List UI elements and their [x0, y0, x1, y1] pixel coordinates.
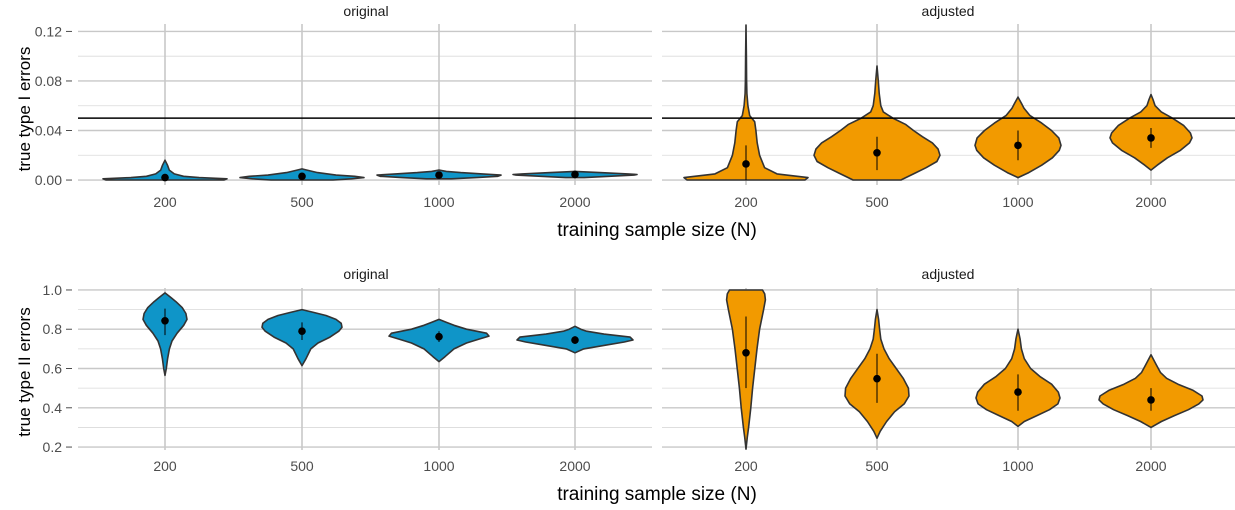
x-tick-label: 200 — [734, 458, 758, 474]
violin-200 — [683, 24, 809, 181]
bottom-original-facet: 0.2 0.4 0.6 0.8 1.0 200 500 1000 2000 — [43, 282, 652, 474]
top-left-strip-title: original — [343, 3, 388, 19]
top-original-facet: 0.00 0.04 0.08 0.12 200 500 1000 2000 — [35, 23, 652, 210]
y-tick-label: 0.4 — [43, 400, 63, 416]
mean-point-200 — [161, 316, 169, 325]
x-tick-label: 2000 — [1135, 458, 1166, 474]
x-tick-label: 200 — [734, 194, 758, 210]
y-tick-label: 0.04 — [35, 123, 62, 139]
y-tick-label: 0.2 — [43, 439, 63, 455]
x-tick-label: 500 — [865, 194, 889, 210]
violin-500 — [813, 65, 941, 181]
bottom-left-strip-title: original — [343, 266, 388, 282]
top-right-strip-title: adjusted — [922, 3, 975, 19]
mean-point-200 — [742, 160, 750, 168]
bottom-right-strip-title: adjusted — [922, 266, 975, 282]
mean-point-500 — [298, 327, 306, 336]
x-tick-label: 2000 — [559, 458, 590, 474]
bottom-panel: 0.2 0.4 0.6 0.8 1.0 200 500 1000 2000 200 500 1000… — [43, 282, 1235, 474]
mean-point-1000 — [1014, 141, 1022, 150]
mean-point-2000 — [1147, 396, 1155, 404]
mean-point-200 — [742, 349, 750, 357]
top-adjusted-facet: 200 500 1000 2000 — [662, 24, 1235, 210]
x-tick-label: 500 — [865, 458, 889, 474]
y-tick-label: 1.0 — [43, 282, 63, 298]
bottom-adjusted-facet: 200 500 1000 2000 — [662, 288, 1235, 474]
top-y-axis-label: true type I errors — [15, 47, 34, 172]
x-tick-label: 2000 — [1135, 194, 1166, 210]
x-tick-label: 1000 — [423, 194, 454, 210]
violin-200 — [102, 159, 228, 181]
y-tick-label: 0.6 — [43, 361, 63, 377]
mean-point-500 — [873, 149, 881, 157]
mean-point-1000 — [435, 171, 443, 179]
top-panel: 0.00 0.04 0.08 0.12 200 500 1000 2000 200 500 100… — [35, 23, 1235, 210]
x-tick-label: 500 — [290, 458, 314, 474]
x-tick-label: 500 — [290, 194, 314, 210]
mean-point-1000 — [1014, 388, 1022, 396]
y-tick-label: 0.00 — [35, 172, 62, 188]
mean-point-2000 — [1147, 134, 1155, 142]
bottom-x-axis-label: training sample size (N) — [557, 484, 757, 505]
x-tick-label: 1000 — [1002, 458, 1033, 474]
x-tick-label: 200 — [153, 458, 177, 474]
x-tick-label: 1000 — [423, 458, 454, 474]
mean-point-500 — [298, 172, 306, 181]
x-tick-label: 1000 — [1002, 194, 1033, 210]
mean-point-200 — [161, 173, 169, 182]
x-tick-label: 200 — [153, 194, 177, 210]
mean-point-500 — [873, 374, 881, 383]
y-tick-label: 0.12 — [35, 23, 62, 39]
y-tick-label: 0.08 — [35, 73, 62, 89]
x-tick-label: 2000 — [559, 194, 590, 210]
mean-point-2000 — [571, 170, 579, 179]
mean-point-2000 — [571, 336, 579, 344]
mean-point-1000 — [435, 332, 443, 341]
y-tick-label: 0.8 — [43, 321, 63, 337]
bottom-y-axis-label: true type II errors — [15, 307, 34, 436]
top-x-axis-label: training sample size (N) — [557, 220, 757, 241]
